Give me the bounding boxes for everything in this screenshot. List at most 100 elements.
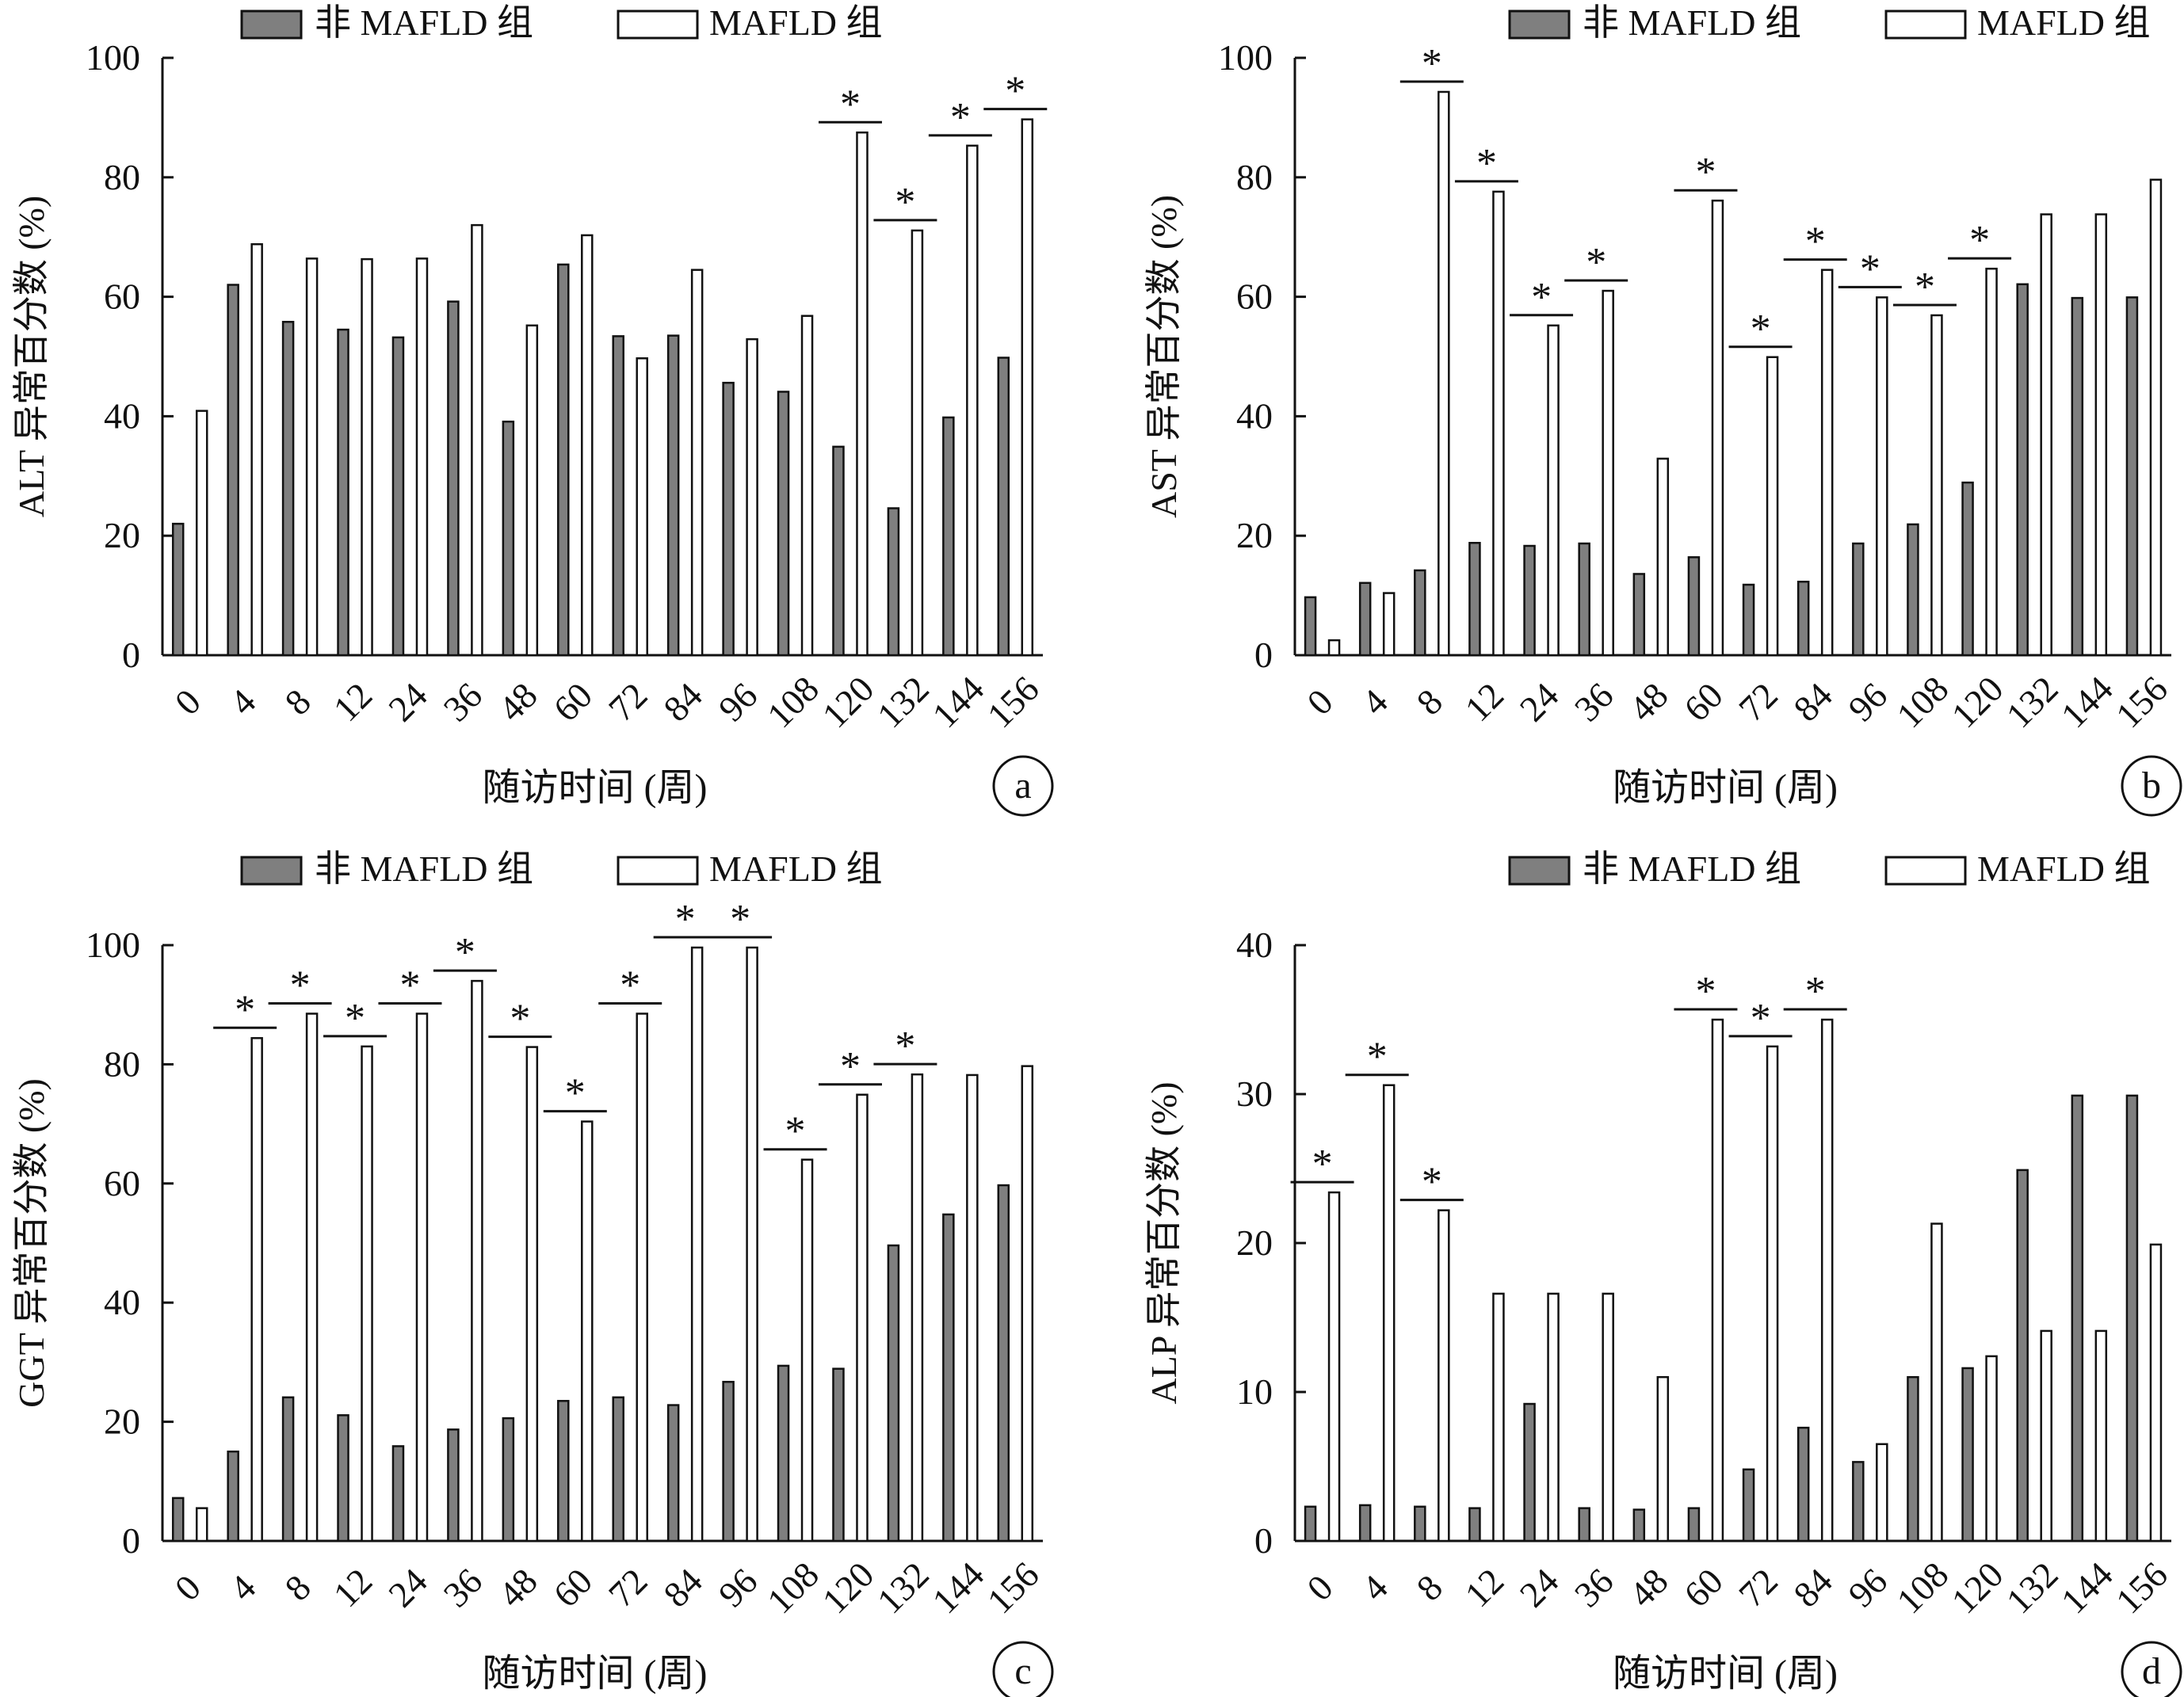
bar-mafld-84 [690,269,704,657]
bar-non-mafld-0 [1304,1505,1317,1543]
bar-mafld-60 [581,234,594,657]
bar-mafld-120 [856,132,869,657]
x-tick-label: 108 [759,1554,827,1622]
bar-non-mafld-96 [722,381,735,657]
y-tick-label: 80 [104,1043,140,1084]
legend-label-non-mafld: 非 MAFLD 组 [315,2,533,43]
bar-non-mafld-24 [1523,544,1536,657]
y-tick-label: 20 [1236,1222,1273,1263]
bar-mafld-36 [471,223,483,657]
y-tick-label: 80 [1236,157,1273,197]
x-tick-label: 48 [1621,675,1676,730]
x-tick-label: 156 [2108,669,2175,736]
bar-non-mafld-108 [1907,523,1919,657]
bar-mafld-96 [1876,1443,1888,1543]
bar-mafld-8 [305,257,319,657]
bar-mafld-108 [1930,1222,1943,1543]
significance-marker-24: * [399,963,420,1008]
bar-non-mafld-120 [832,445,845,657]
legend-swatch-mafld [1884,10,1967,40]
significance-marker-4: * [1367,1035,1388,1080]
bar-non-mafld-4 [1358,1504,1372,1543]
significance-marker-72: * [620,963,640,1008]
legend-swatch-mafld [1884,856,1967,886]
bar-mafld-72 [1766,356,1779,657]
y-tick-label: 20 [1236,515,1273,555]
x-tick-label: 12 [326,1561,380,1615]
x-tick-label: 84 [655,1561,710,1615]
x-tick-label: 24 [380,675,435,730]
significance-marker-84: * [1805,969,1826,1014]
bar-non-mafld-144 [942,416,955,657]
panel-letter-circle [2121,755,2182,817]
bar-non-mafld-48 [502,420,515,657]
legend-label-mafld: MAFLD 组 [709,848,883,889]
legend-label-non-mafld: 非 MAFLD 组 [1583,2,1801,43]
x-tick-label: 36 [436,675,491,730]
bar-mafld-12 [361,257,373,657]
bar-non-mafld-132 [887,507,900,657]
significance-marker-120: * [1969,218,1990,263]
chart-legend: 非 MAFLD 组 MAFLD 组 [1508,848,2151,889]
bar-non-mafld-144 [942,1213,955,1543]
x-tick-label: 0 [1299,1567,1340,1608]
y-axis-title: ALT 异常百分数 (%) [11,196,52,517]
bar-mafld-120 [856,1093,869,1543]
legend-label-non-mafld: 非 MAFLD 组 [315,848,533,889]
bar-non-mafld-132 [887,1244,900,1543]
bar-non-mafld-132 [2016,283,2029,657]
y-tick-label: 80 [104,157,140,197]
bar-mafld-108 [1930,314,1943,657]
x-tick-label: 4 [1354,1567,1396,1608]
significance-marker-132: * [895,1024,915,1069]
y-tick-label: 60 [1236,276,1273,317]
bar-mafld-48 [1656,457,1670,657]
y-axis-title: ALP 异常百分数 (%) [1144,1081,1184,1404]
bar-mafld-156 [2149,178,2163,657]
bar-non-mafld-12 [337,328,349,657]
y-tick-label: 60 [104,1163,140,1203]
bar-mafld-120 [1985,1355,1998,1543]
bar-non-mafld-72 [1742,583,1755,657]
y-tick-label: 40 [104,395,140,436]
bar-non-mafld-60 [557,263,570,657]
significance-marker-84: * [1805,219,1826,265]
bar-non-mafld-4 [227,1450,239,1543]
panel-letter-circle [992,755,1054,817]
significance-marker-8: * [290,963,311,1008]
bar-non-mafld-120 [1961,481,1974,657]
panel-letter: c [1014,1650,1031,1692]
legend-label-non-mafld: 非 MAFLD 组 [1583,848,1801,889]
y-tick-label: 100 [86,925,140,965]
bar-mafld-84 [1820,1018,1834,1543]
bar-mafld-156 [1021,118,1034,657]
significance-marker-96: * [730,897,750,942]
y-tick-label: 10 [1236,1371,1273,1412]
significance-marker-60: * [565,1071,586,1116]
bar-non-mafld-156 [2125,1094,2139,1543]
significance-marker-96: * [1860,246,1880,292]
legend-swatch-mafld [617,10,699,40]
bar-non-mafld-132 [2016,1169,2029,1543]
bar-non-mafld-8 [281,1396,295,1543]
bar-non-mafld-156 [997,357,1010,657]
x-tick-label: 108 [1889,669,1957,736]
x-tick-label: 48 [491,1561,545,1615]
panel-letter: a [1014,765,1031,807]
bar-mafld-144 [966,1073,979,1543]
bar-non-mafld-144 [2071,1094,2084,1543]
significance-marker-120: * [840,82,861,127]
bar-mafld-120 [1985,267,1998,657]
significance-marker-120: * [840,1044,861,1089]
bar-mafld-12 [1492,1292,1505,1543]
bar-mafld-96 [746,946,758,1543]
bar-mafld-72 [636,1012,648,1543]
x-tick-label: 12 [1457,1561,1512,1615]
x-tick-label: 24 [380,1561,435,1615]
significance-marker-84: * [675,897,696,942]
bar-non-mafld-4 [1358,582,1372,657]
bar-non-mafld-144 [2071,296,2084,657]
bar-mafld-48 [1656,1375,1670,1543]
y-tick-label: 20 [104,1401,140,1442]
legend-label-mafld: MAFLD 组 [1977,2,2151,43]
